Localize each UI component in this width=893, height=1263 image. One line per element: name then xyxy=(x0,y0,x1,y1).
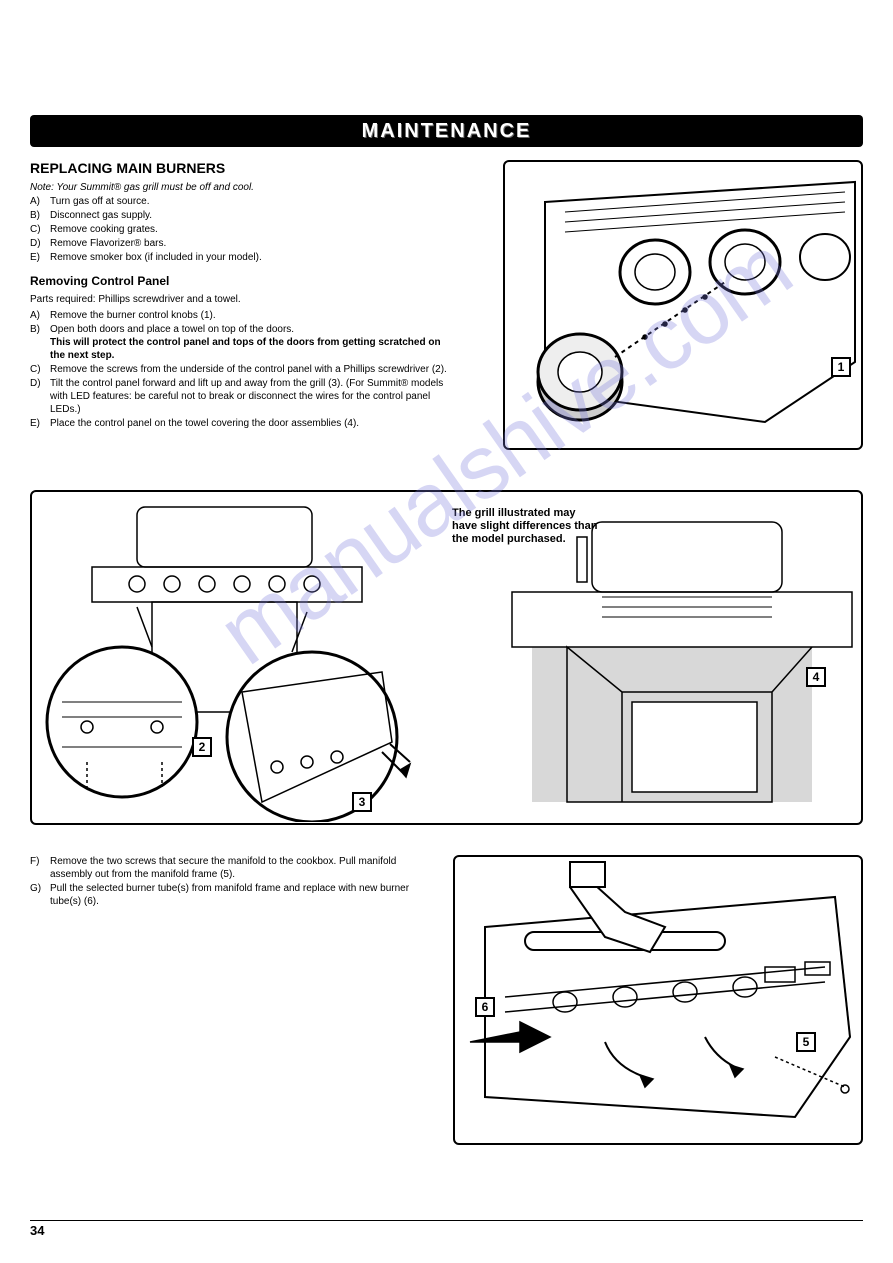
step-text: Remove cooking grates. xyxy=(50,223,450,236)
page-number: 34 xyxy=(30,1220,863,1238)
step-row: G)Pull the selected burner tube(s) from … xyxy=(30,882,430,908)
step-list-3: F)Remove the two screws that secure the … xyxy=(30,855,430,908)
step-letter: B) xyxy=(30,323,50,362)
step-letter: D) xyxy=(30,377,50,416)
step-letter: F) xyxy=(30,855,50,881)
step-text: Tilt the control panel forward and lift … xyxy=(50,377,450,416)
figure-1-illustration xyxy=(505,162,861,448)
step-row: C)Remove cooking grates. xyxy=(30,223,450,236)
step-letter: C) xyxy=(30,223,50,236)
figure-note: The grill illustrated may have slight di… xyxy=(452,507,602,547)
step-row: D)Tilt the control panel forward and lif… xyxy=(30,377,450,416)
section-title-1: REPLACING MAIN BURNERS xyxy=(30,160,450,176)
step-letter: E) xyxy=(30,417,50,430)
step-list-1: A)Turn gas off at source.B)Disconnect ga… xyxy=(30,195,450,264)
callout-2: 2 xyxy=(192,737,212,757)
step-letter: A) xyxy=(30,195,50,208)
step-row: B)Open both doors and place a towel on t… xyxy=(30,323,450,362)
step-letter: G) xyxy=(30,882,50,908)
callout-3: 3 xyxy=(352,792,372,812)
step-row: A)Remove the burner control knobs (1). xyxy=(30,309,450,322)
step-row: C)Remove the screws from the underside o… xyxy=(30,363,450,376)
step-text: Disconnect gas supply. xyxy=(50,209,450,222)
step-row: E)Remove smoker box (if included in your… xyxy=(30,251,450,264)
step-letter: A) xyxy=(30,309,50,322)
step-letter: E) xyxy=(30,251,50,264)
figure-main-illustration xyxy=(32,492,862,822)
step-text: Remove the two screws that secure the ma… xyxy=(50,855,430,881)
figure-main: The grill illustrated may have slight di… xyxy=(30,490,863,825)
page-banner: MAINTENANCE xyxy=(30,115,863,147)
step-text: Pull the selected burner tube(s) from ma… xyxy=(50,882,430,908)
step-text: Place the control panel on the towel cov… xyxy=(50,417,450,430)
lower-steps: F)Remove the two screws that secure the … xyxy=(30,855,430,909)
callout-1: 1 xyxy=(831,357,851,377)
arrow-icon xyxy=(470,1022,550,1052)
step-bold: This will protect the control panel and … xyxy=(50,336,450,362)
step-row: A)Turn gas off at source. xyxy=(30,195,450,208)
step-letter: B) xyxy=(30,209,50,222)
step-text: Remove the burner control knobs (1). xyxy=(50,309,450,322)
step-text: Remove smoker box (if included in your m… xyxy=(50,251,450,264)
step-list-2: A)Remove the burner control knobs (1).B)… xyxy=(30,309,450,430)
step-row: D)Remove Flavorizer® bars. xyxy=(30,237,450,250)
text-column: REPLACING MAIN BURNERS Note: Your Summit… xyxy=(30,160,450,430)
step-row: B)Disconnect gas supply. xyxy=(30,209,450,222)
figure-3: 6 5 xyxy=(453,855,863,1145)
parts-required: Parts required: Phillips screwdriver and… xyxy=(30,294,450,305)
step-text: Open both doors and place a towel on top… xyxy=(50,323,450,362)
callout-6: 6 xyxy=(475,997,495,1017)
step-row: E)Place the control panel on the towel c… xyxy=(30,417,450,430)
step-text: Turn gas off at source. xyxy=(50,195,450,208)
callout-4: 4 xyxy=(806,667,826,687)
section-title-2: Removing Control Panel xyxy=(30,274,450,288)
step-letter: C) xyxy=(30,363,50,376)
banner-title: MAINTENANCE xyxy=(362,120,532,143)
step-letter: D) xyxy=(30,237,50,250)
callout-5: 5 xyxy=(796,1032,816,1052)
figure-3-illustration xyxy=(455,857,861,1143)
step-row: F)Remove the two screws that secure the … xyxy=(30,855,430,881)
section-note: Note: Your Summit® gas grill must be off… xyxy=(30,182,450,193)
step-text: Remove the screws from the underside of … xyxy=(50,363,450,376)
step-text: Remove Flavorizer® bars. xyxy=(50,237,450,250)
figure-1: 1 xyxy=(503,160,863,450)
page-content: REPLACING MAIN BURNERS Note: Your Summit… xyxy=(30,160,863,431)
